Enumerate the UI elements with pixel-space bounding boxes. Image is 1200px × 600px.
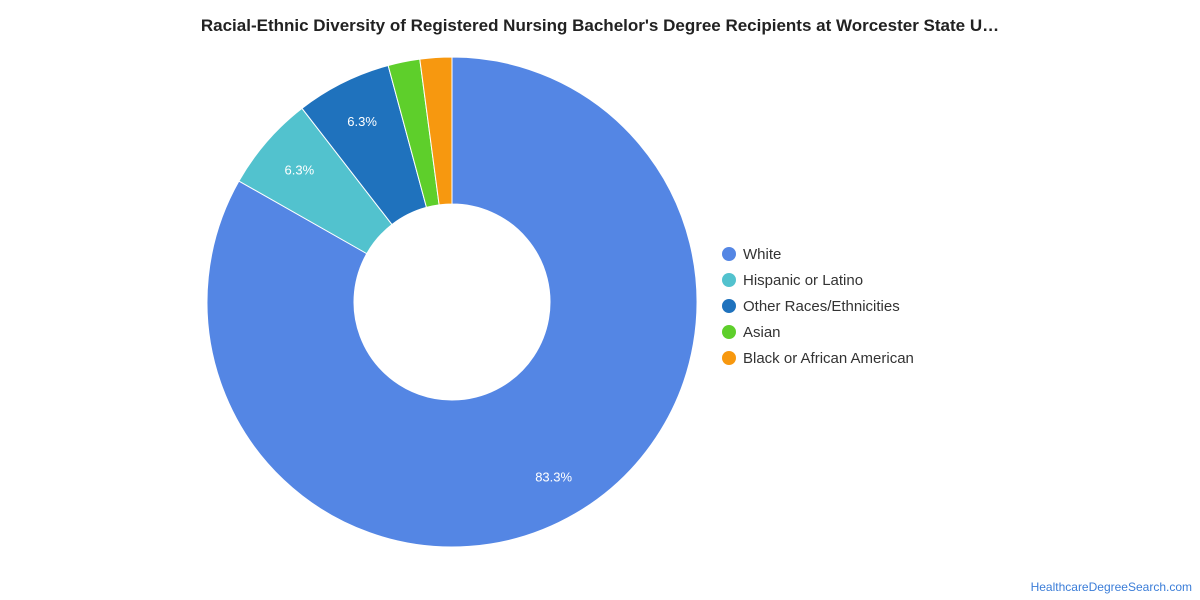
data-label: 6.3%	[347, 114, 377, 129]
slice-black-or-african-american[interactable]	[419, 56, 453, 206]
chart-title: Racial-Ethnic Diversity of Registered Nu…	[200, 16, 1000, 35]
legend-label: Black or African American	[743, 349, 914, 367]
legend: White Hispanic or Latino Other Races/Ethni…	[722, 241, 914, 371]
legend-item[interactable]: Asian	[722, 319, 914, 345]
legend-swatch	[722, 325, 736, 339]
legend-swatch	[722, 299, 736, 313]
legend-label: White	[743, 245, 782, 263]
legend-swatch	[722, 351, 736, 365]
legend-label: Hispanic or Latino	[743, 271, 864, 289]
data-label: 83.3%	[535, 470, 572, 485]
legend-item[interactable]: Other Races/Ethnicities	[722, 293, 914, 319]
slice-white[interactable]	[206, 56, 698, 548]
legend-swatch	[722, 273, 736, 287]
legend-label: Asian	[743, 323, 781, 341]
legend-swatch	[722, 247, 736, 261]
legend-item[interactable]: White	[722, 241, 914, 267]
legend-item[interactable]: Hispanic or Latino	[722, 267, 914, 293]
legend-label: Other Races/Ethnicities	[743, 297, 900, 315]
legend-item[interactable]: Black or African American	[722, 345, 914, 371]
source-credit[interactable]: HealthcareDegreeSearch.com	[1030, 580, 1192, 594]
data-label: 6.3%	[285, 163, 315, 178]
